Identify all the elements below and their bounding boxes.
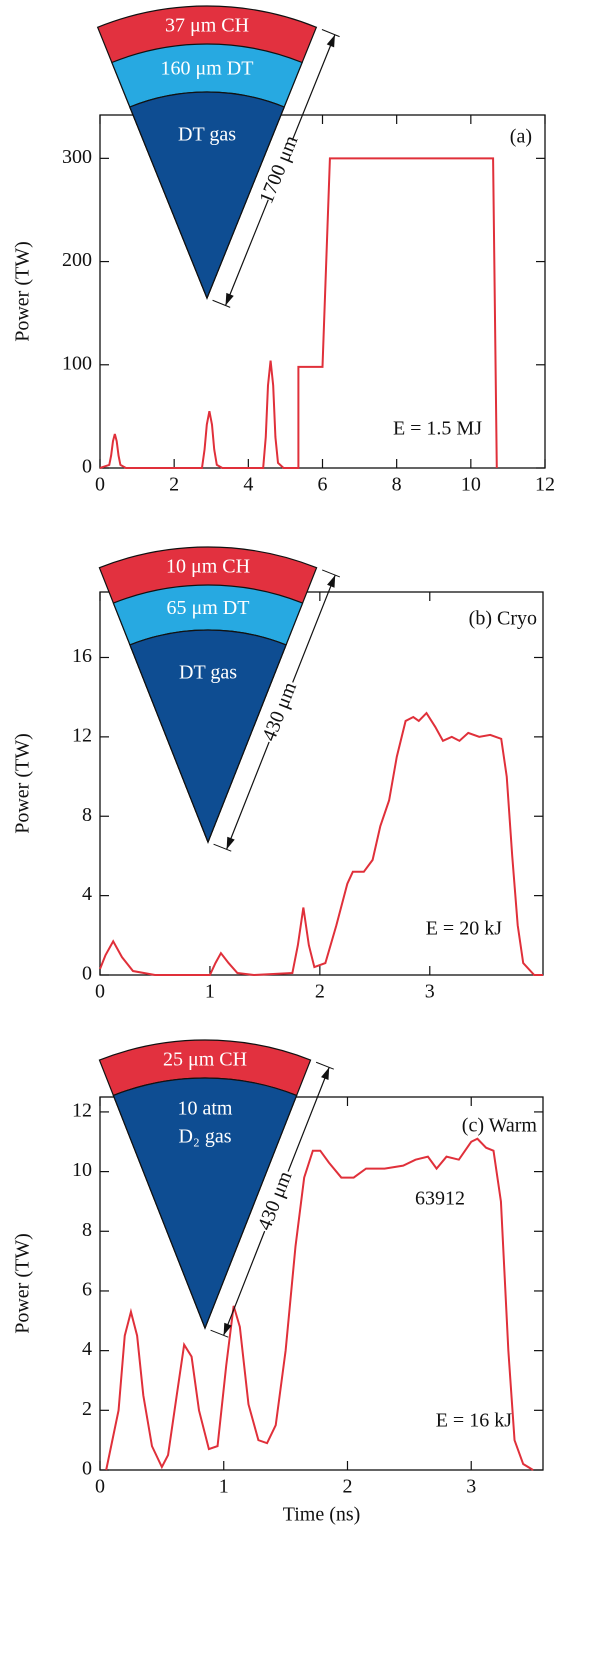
y-tick-label: 2 xyxy=(82,1398,92,1420)
annotation: 63912 xyxy=(415,1188,465,1210)
y-tick-label: 4 xyxy=(82,1338,92,1360)
x-axis-label: Time (ns) xyxy=(283,1504,361,1526)
target-layer-label: 37 μm CH xyxy=(165,15,249,37)
dimension-arrow xyxy=(321,1067,330,1081)
y-tick-label: 0 xyxy=(82,456,92,478)
x-tick-label: 2 xyxy=(315,981,325,1003)
dimension-label-bg xyxy=(254,1167,299,1236)
dimension-extension xyxy=(321,29,340,38)
power-curve xyxy=(105,1137,534,1471)
y-tick-label: 12 xyxy=(72,1100,92,1122)
dimension-extension xyxy=(321,569,341,578)
dimension-extension xyxy=(315,1061,334,1070)
y-axis-label: Power (TW) xyxy=(12,241,34,342)
y-tick-label: 8 xyxy=(82,1219,92,1241)
target-layer-label: D₂ gas xyxy=(178,1126,231,1148)
annotation: E = 20 kJ xyxy=(426,918,502,940)
target-layer-label: DT gas xyxy=(179,662,237,684)
annotation: E = 16 kJ xyxy=(436,1410,512,1432)
x-tick-label: 0 xyxy=(95,474,105,496)
y-tick-label: 4 xyxy=(82,883,92,905)
x-tick-label: 3 xyxy=(466,1476,476,1498)
target-layer-label: 65 μm DT xyxy=(167,597,250,619)
x-tick-label: 10 xyxy=(461,474,481,496)
power-curve xyxy=(99,157,498,469)
y-tick-label: 10 xyxy=(72,1159,92,1181)
target-core xyxy=(129,91,285,300)
y-tick-label: 12 xyxy=(72,724,92,746)
y-tick-label: 16 xyxy=(72,645,92,667)
x-tick-label: 8 xyxy=(392,474,402,496)
annotation: (a) xyxy=(510,126,532,148)
dimension-arrow xyxy=(226,836,235,850)
target-layer-label: 25 μm CH xyxy=(163,1049,247,1071)
dimension-extension xyxy=(213,843,232,852)
y-tick-label: 100 xyxy=(62,352,92,374)
plot-frame xyxy=(99,591,544,976)
y-tick-label: 0 xyxy=(82,1458,92,1480)
dimension-arrow xyxy=(225,292,234,306)
dimension-label-bg xyxy=(258,136,303,204)
y-tick-label: 0 xyxy=(82,963,92,985)
annotation: (c) Warm xyxy=(462,1115,538,1137)
dimension-arrow xyxy=(223,1322,232,1336)
dimension-extension xyxy=(212,299,231,308)
plot-frame xyxy=(99,1096,544,1471)
dimension-extension xyxy=(210,1329,229,1338)
x-tick-label: 1 xyxy=(219,1476,229,1498)
target-layer-label: 10 atm xyxy=(178,1098,233,1120)
annotation: (b) Cryo xyxy=(469,608,537,630)
dimension-arrow xyxy=(326,34,335,48)
y-tick-label: 300 xyxy=(62,146,92,168)
x-tick-label: 2 xyxy=(342,1476,352,1498)
y-tick-label: 6 xyxy=(82,1279,92,1301)
annotation: E = 1.5 MJ xyxy=(393,418,482,440)
y-axis-label: Power (TW) xyxy=(12,1233,34,1334)
dimension-arrow xyxy=(327,575,336,588)
target-layer-label: 160 μm DT xyxy=(161,58,254,80)
x-tick-label: 0 xyxy=(95,1476,105,1498)
x-tick-label: 3 xyxy=(425,981,435,1003)
target-layer-label: 10 μm CH xyxy=(166,556,250,578)
y-tick-label: 200 xyxy=(62,249,92,271)
y-tick-label: 8 xyxy=(82,804,92,826)
x-tick-label: 6 xyxy=(318,474,328,496)
dimension-label-bg xyxy=(258,678,303,747)
y-axis-label: Power (TW) xyxy=(12,733,34,834)
target-core xyxy=(112,1077,298,1330)
x-tick-label: 12 xyxy=(535,474,555,496)
x-tick-label: 4 xyxy=(243,474,253,496)
target-core xyxy=(129,629,287,844)
x-tick-label: 1 xyxy=(205,981,215,1003)
power-curve xyxy=(99,711,543,977)
target-layer-label: DT gas xyxy=(178,124,236,146)
x-tick-label: 2 xyxy=(169,474,179,496)
x-tick-label: 0 xyxy=(95,981,105,1003)
